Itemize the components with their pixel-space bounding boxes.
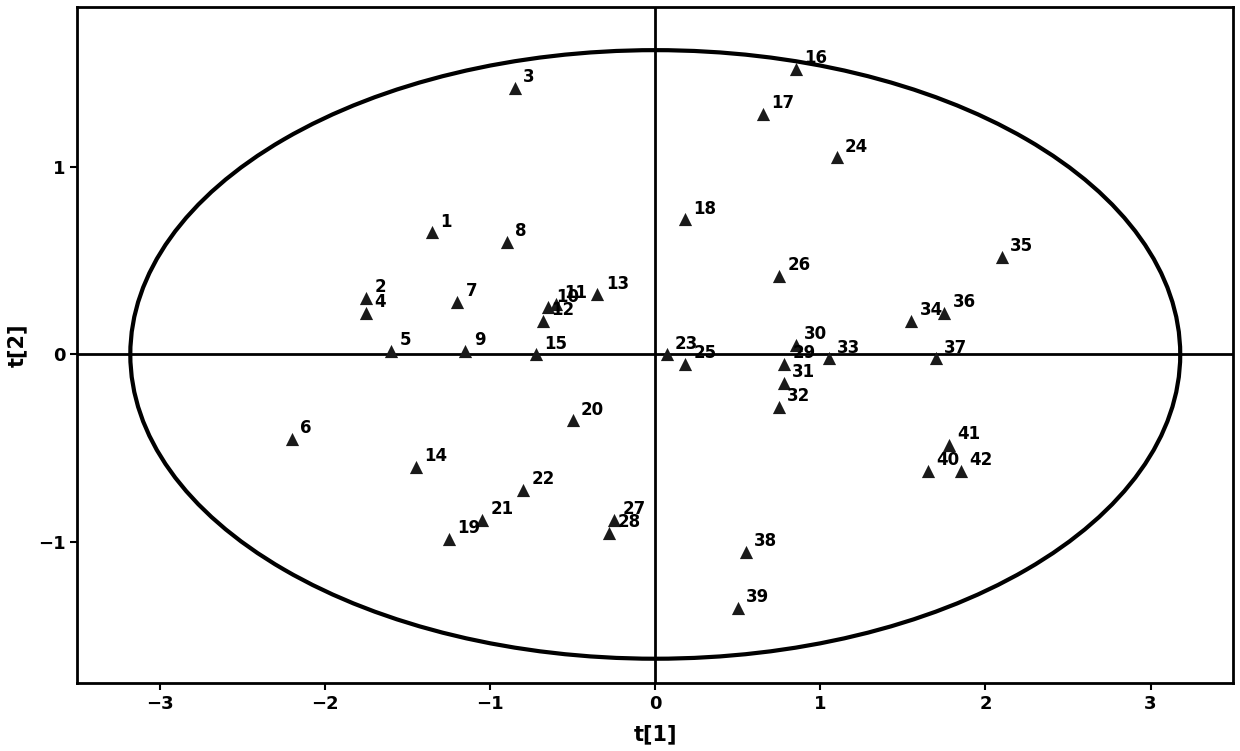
Text: 9: 9	[474, 331, 485, 349]
Text: 5: 5	[399, 331, 410, 349]
Text: 19: 19	[458, 519, 480, 537]
Text: 37: 37	[944, 339, 967, 357]
Text: 42: 42	[968, 451, 992, 469]
Point	[939, 439, 959, 451]
Text: 40: 40	[936, 451, 959, 469]
Text: 14: 14	[424, 448, 448, 466]
Text: 18: 18	[693, 200, 717, 218]
Text: 32: 32	[787, 388, 811, 406]
Point	[769, 270, 789, 282]
Text: 29: 29	[792, 344, 816, 362]
Point	[356, 292, 376, 304]
Point	[448, 296, 467, 308]
Point	[753, 108, 773, 120]
Point	[604, 514, 624, 526]
Point	[786, 63, 806, 75]
X-axis label: t[1]: t[1]	[634, 724, 677, 744]
Point	[563, 414, 583, 426]
Text: 22: 22	[532, 470, 554, 488]
Text: 3: 3	[523, 68, 534, 86]
Text: 1: 1	[440, 213, 453, 231]
Text: 13: 13	[606, 275, 629, 293]
Point	[926, 352, 946, 364]
Point	[513, 484, 533, 496]
Point	[439, 532, 459, 544]
Point	[769, 401, 789, 413]
Point	[405, 461, 425, 473]
Text: 24: 24	[846, 137, 868, 155]
Point	[547, 297, 567, 309]
Point	[728, 602, 748, 614]
Point	[675, 357, 694, 369]
Text: 27: 27	[622, 500, 646, 518]
Point	[283, 433, 303, 445]
Text: 23: 23	[675, 335, 698, 353]
Point	[497, 236, 517, 248]
Point	[675, 213, 694, 225]
Point	[527, 348, 547, 360]
Text: 31: 31	[792, 363, 816, 381]
Text: 6: 6	[300, 419, 311, 437]
Text: 39: 39	[746, 588, 769, 606]
Text: 2: 2	[374, 279, 386, 297]
Point	[381, 345, 401, 357]
Text: 33: 33	[837, 339, 861, 357]
Text: 7: 7	[465, 282, 477, 300]
Text: 34: 34	[919, 301, 942, 319]
Point	[588, 288, 608, 300]
Text: 11: 11	[564, 284, 588, 302]
Point	[818, 352, 838, 364]
Point	[992, 251, 1012, 263]
Text: 10: 10	[557, 288, 579, 306]
Point	[538, 301, 558, 313]
Point	[505, 82, 525, 94]
Text: 20: 20	[582, 400, 604, 418]
Text: 35: 35	[1011, 237, 1033, 255]
Text: 15: 15	[544, 335, 568, 353]
Point	[599, 527, 619, 539]
Point	[827, 151, 847, 163]
Point	[472, 514, 492, 526]
Point	[423, 226, 443, 238]
Point	[934, 307, 954, 319]
Text: 21: 21	[490, 500, 513, 518]
Text: 38: 38	[754, 532, 777, 550]
Y-axis label: t[2]: t[2]	[7, 323, 27, 366]
Text: 12: 12	[552, 301, 574, 319]
Point	[774, 376, 794, 388]
Point	[951, 465, 971, 477]
Text: 17: 17	[771, 95, 794, 113]
Point	[455, 345, 475, 357]
Point	[901, 315, 921, 327]
Text: 25: 25	[693, 344, 717, 362]
Point	[356, 307, 376, 319]
Text: 16: 16	[804, 50, 827, 68]
Text: 28: 28	[618, 513, 640, 531]
Point	[774, 357, 794, 369]
Point	[737, 546, 756, 558]
Point	[533, 315, 553, 327]
Point	[918, 465, 937, 477]
Text: 26: 26	[787, 256, 811, 274]
Text: 36: 36	[952, 294, 976, 312]
Text: 30: 30	[804, 325, 827, 343]
Text: 4: 4	[374, 294, 386, 312]
Text: 41: 41	[957, 425, 981, 443]
Point	[657, 348, 677, 360]
Text: 8: 8	[515, 222, 527, 240]
Point	[786, 339, 806, 351]
